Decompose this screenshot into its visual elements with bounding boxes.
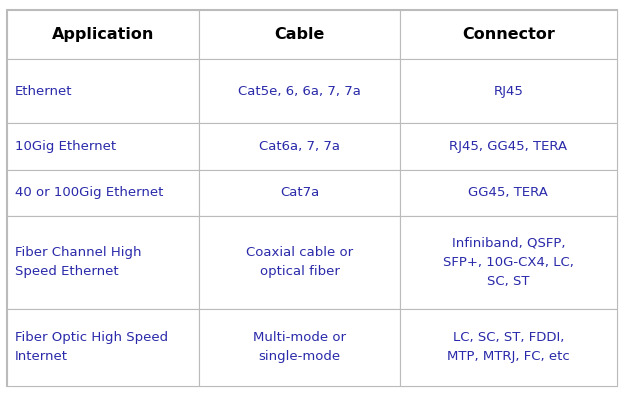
Bar	[7, 10, 199, 59]
Text: Cat5e, 6, 6a, 7, 7a: Cat5e, 6, 6a, 7, 7a	[238, 85, 361, 98]
Bar	[401, 170, 617, 216]
Bar	[7, 309, 199, 386]
Text: Cat6a, 7, 7a: Cat6a, 7, 7a	[260, 140, 340, 153]
Text: Fiber Channel High
Speed Ethernet: Fiber Channel High Speed Ethernet	[15, 246, 142, 278]
Bar	[199, 170, 401, 216]
Text: Fiber Optic High Speed
Internet: Fiber Optic High Speed Internet	[15, 331, 168, 364]
Bar	[7, 59, 199, 124]
Bar	[7, 124, 199, 170]
Text: Ethernet: Ethernet	[15, 85, 72, 98]
Text: Cable: Cable	[275, 27, 325, 42]
Bar	[401, 10, 617, 59]
Text: Connector: Connector	[462, 27, 555, 42]
Bar	[199, 10, 401, 59]
Text: Cat7a: Cat7a	[280, 187, 319, 200]
Bar	[7, 216, 199, 309]
Text: LC, SC, ST, FDDI,
MTP, MTRJ, FC, etc: LC, SC, ST, FDDI, MTP, MTRJ, FC, etc	[447, 331, 570, 364]
Bar	[401, 216, 617, 309]
Text: RJ45: RJ45	[494, 85, 524, 98]
Text: GG45, TERA: GG45, TERA	[469, 187, 548, 200]
Text: RJ45, GG45, TERA: RJ45, GG45, TERA	[449, 140, 567, 153]
Bar	[7, 170, 199, 216]
Bar	[199, 124, 401, 170]
Text: 40 or 100Gig Ethernet: 40 or 100Gig Ethernet	[15, 187, 163, 200]
Bar	[401, 124, 617, 170]
Text: Application: Application	[52, 27, 155, 42]
Bar	[401, 309, 617, 386]
Bar	[199, 216, 401, 309]
Bar	[199, 309, 401, 386]
Text: Coaxial cable or
optical fiber: Coaxial cable or optical fiber	[246, 246, 353, 278]
Text: 10Gig Ethernet: 10Gig Ethernet	[15, 140, 116, 153]
Text: Infiniband, QSFP,
SFP+, 10G-CX4, LC,
SC, ST: Infiniband, QSFP, SFP+, 10G-CX4, LC, SC,…	[443, 237, 574, 288]
Text: Multi-mode or
single-mode: Multi-mode or single-mode	[253, 331, 346, 364]
Bar	[199, 59, 401, 124]
Bar	[401, 59, 617, 124]
